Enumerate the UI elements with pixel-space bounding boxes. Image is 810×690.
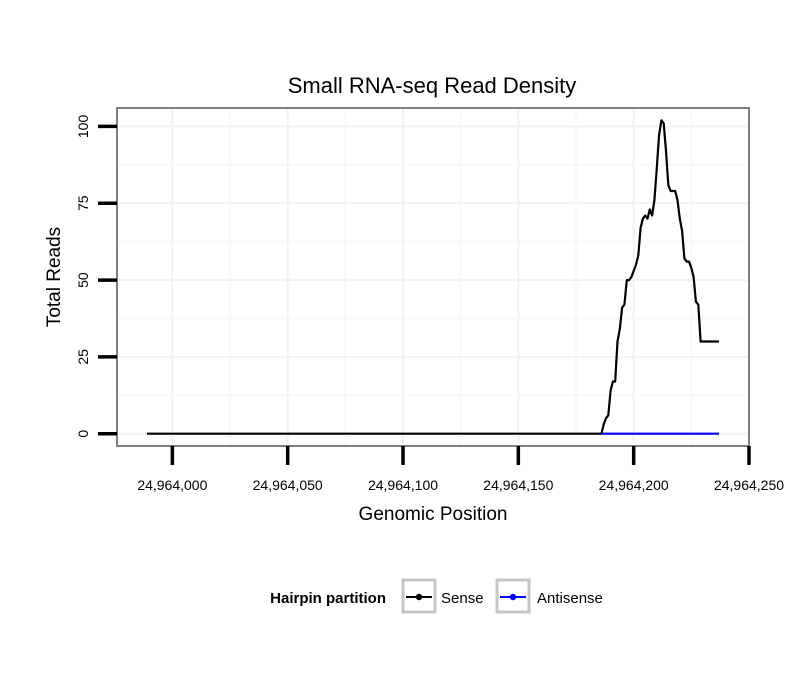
chart-title: Small RNA-seq Read Density [288, 73, 577, 98]
x-axis-label: Genomic Position [359, 504, 508, 525]
plot-panel-border [116, 107, 750, 447]
x-tick-label: 24,964,100 [368, 477, 438, 493]
x-tick-label: 24,964,150 [483, 477, 553, 493]
legend: Hairpin partition Sense Antisense [270, 578, 603, 614]
series-lines [147, 119, 719, 435]
y-tick-label: 0 [75, 430, 91, 438]
x-tick-label: 24,964,250 [714, 477, 784, 493]
y-tick-label: 50 [75, 272, 91, 288]
series-line-sense [147, 119, 719, 435]
legend-item-sense: Sense [401, 578, 484, 614]
legend-point-sense [415, 593, 423, 601]
legend-item-antisense: Antisense [495, 578, 603, 614]
x-tick-label: 24,964,050 [253, 477, 323, 493]
legend-label-sense: Sense [441, 590, 484, 607]
legend-point-antisense [509, 593, 517, 601]
y-axis-ticks: 0 25 50 75 100 [75, 115, 117, 438]
y-tick-label: 100 [75, 115, 91, 139]
y-tick-label: 25 [75, 349, 91, 365]
x-tick-label: 24,964,200 [599, 477, 669, 493]
x-tick-label: 24,964,000 [137, 477, 207, 493]
legend-title: Hairpin partition [270, 590, 386, 607]
y-tick-label: 75 [75, 195, 91, 211]
y-axis-label: Total Reads [44, 227, 65, 327]
x-axis-ticks: 24,964,000 24,964,050 24,964,100 24,964,150… [137, 446, 784, 493]
legend-label-antisense: Antisense [537, 590, 603, 607]
